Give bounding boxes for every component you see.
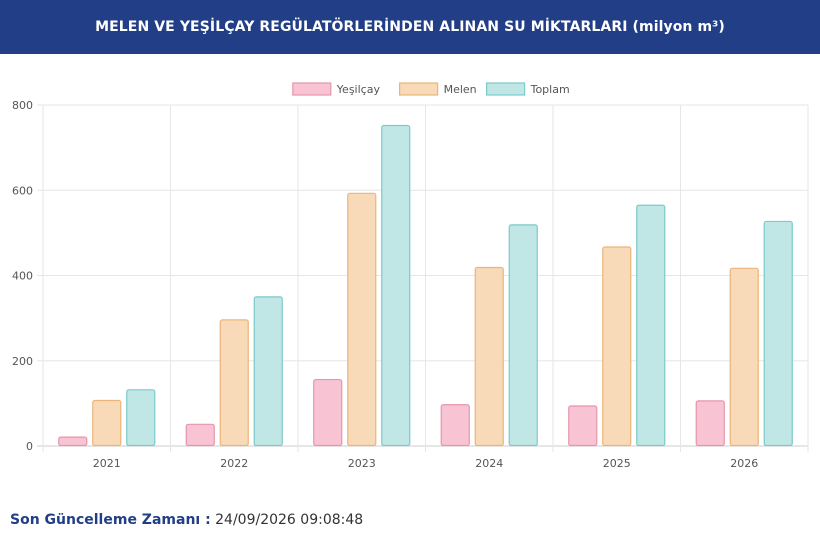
bar-melen-2026 [729,267,759,447]
last-update-value: 24/09/2026 09:08:48 [215,512,364,528]
x-tick-label: 2022 [220,457,248,470]
bar-toplam-2025 [636,204,666,447]
y-tick-label: 0 [26,440,33,453]
legend-label: Yeşilçay [336,83,381,96]
legend-label: Melen [444,83,477,96]
last-update-label: Son Güncelleme Zamanı : [10,512,211,528]
x-tick-label: 2026 [730,457,758,470]
bar-melen-2023 [347,192,377,447]
x-tick-label: 2021 [93,457,121,470]
bar-toplam-2022 [253,296,283,447]
last-update: Son Güncelleme Zamanı : 24/09/2026 09:08… [10,512,363,528]
bar-toplam-2024 [508,224,538,447]
y-tick-label: 600 [12,184,33,197]
bar-melen-2024 [474,266,504,447]
bar-toplam-2026 [763,220,793,447]
bar-chart: 0 200 400 600 800 2021 2022 2023 2024 2025 2026 Yeş… [12,82,809,470]
chart-title: MELEN VE YEŞİLÇAY REGÜLATÖRLERİNDEN ALIN… [95,19,725,35]
y-tick-label: 200 [12,355,33,368]
y-tick-label: 400 [12,270,33,283]
x-tick-label: 2025 [603,457,631,470]
bar-melen-2021 [92,399,122,447]
legend-swatch [486,82,526,96]
bar-yeilay-2023 [313,378,343,447]
bar-yeilay-2022 [185,423,215,447]
x-tick-label: 2024 [475,457,503,470]
legend-label: Toplam [530,83,570,96]
bar-toplam-2021 [126,389,156,447]
bar-yeilay-2024 [440,404,470,447]
y-tick-label: 800 [12,99,33,112]
bar-melen-2025 [602,246,632,447]
x-tick-label: 2023 [348,457,376,470]
bar-toplam-2023 [381,124,411,447]
chart-title-bar: MELEN VE YEŞİLÇAY REGÜLATÖRLERİNDEN ALIN… [0,0,820,54]
bar-melen-2022 [219,319,249,447]
bar-yeilay-2021 [58,436,88,447]
legend-swatch [292,82,332,96]
bar-yeilay-2025 [568,405,598,447]
bar-yeilay-2026 [695,400,725,447]
legend-swatch [399,82,439,96]
